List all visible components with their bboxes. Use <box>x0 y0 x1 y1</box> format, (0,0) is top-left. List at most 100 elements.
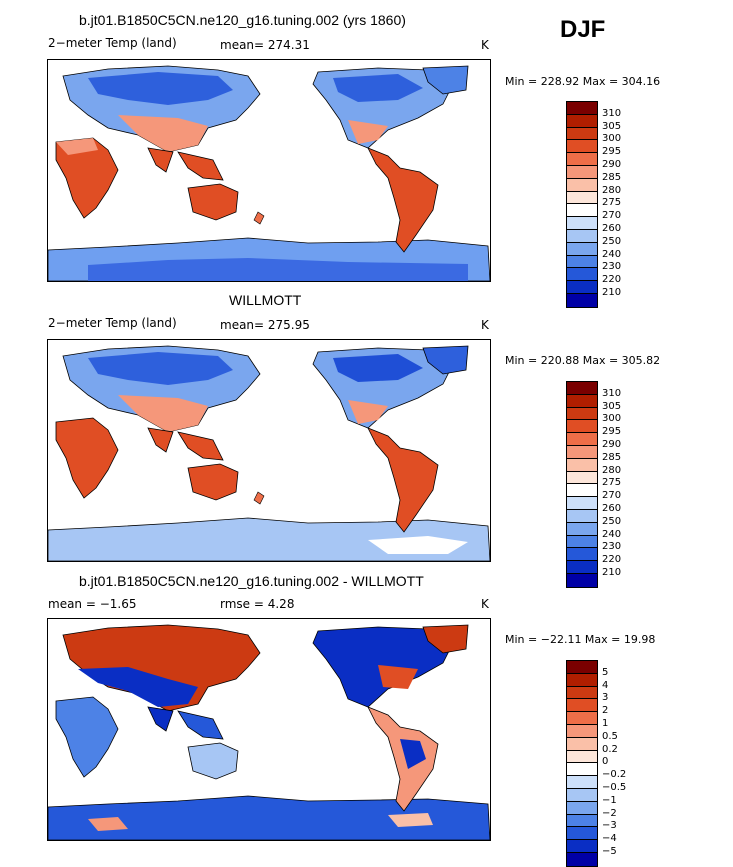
panel-1-units: K <box>481 38 489 52</box>
colorbar-tick-label: 305 <box>602 120 622 132</box>
colorbar-tick-label: 270 <box>602 210 622 222</box>
colorbar-tick-label: 0 <box>602 756 609 768</box>
colorbar-tick-label: 240 <box>602 248 622 260</box>
panel-2-mean-label: mean= 275.95 <box>220 318 310 332</box>
colorbar-tick-label: −0.2 <box>602 769 627 781</box>
colorbar-swatch <box>567 153 597 166</box>
colorbar-swatch <box>567 788 597 802</box>
colorbar-swatch <box>567 229 597 243</box>
colorbar-swatch <box>567 242 597 256</box>
colorbar-tick-label: 5 <box>602 666 609 678</box>
colorbar-tick-label: 0.5 <box>602 730 618 742</box>
colorbar-swatch <box>567 394 597 408</box>
colorbar-tick-label: 280 <box>602 464 622 476</box>
colorbar-tick-label: 280 <box>602 184 622 196</box>
colorbar-tick-label: −3 <box>602 820 617 832</box>
colorbar-tick-label: −2 <box>602 807 617 819</box>
colorbar-swatch <box>567 497 597 510</box>
panel-2-map <box>47 339 491 562</box>
panel-3-colorbar <box>566 660 598 867</box>
colorbar-tick-label: 310 <box>602 107 622 119</box>
colorbar-swatch <box>567 458 597 472</box>
colorbar-swatch <box>567 407 597 421</box>
panel-2-title: WILLMOTT <box>229 292 302 308</box>
colorbar-swatch <box>567 102 597 115</box>
panel-3-map-svg <box>48 624 490 840</box>
panel-1-variable-label: 2−meter Temp (land) <box>48 36 177 50</box>
colorbar-swatch <box>567 204 597 218</box>
panel-3-min-max: Min = −22.11 Max = 19.98 <box>505 633 656 646</box>
panel-2-map-svg <box>48 345 490 561</box>
panel-3-rmse-label: rmse = 4.28 <box>220 597 295 611</box>
colorbar-tick-label: 310 <box>602 387 622 399</box>
colorbar-tick-label: 240 <box>602 528 622 540</box>
colorbar-tick-label: 220 <box>602 554 622 566</box>
colorbar-tick-label: 210 <box>602 287 622 298</box>
colorbar-tick-label: 3 <box>602 692 609 704</box>
colorbar-swatch <box>567 140 597 154</box>
panel-2-units: K <box>481 318 489 332</box>
colorbar-tick-label: −4 <box>602 833 617 845</box>
colorbar-swatch <box>567 573 597 587</box>
colorbar-tick-label: −5 <box>602 846 617 857</box>
panel-1-mean-label: mean= 274.31 <box>220 38 310 52</box>
colorbar-swatch <box>567 852 597 866</box>
colorbar-tick-label: 250 <box>602 235 622 247</box>
colorbar-swatch <box>567 433 597 446</box>
colorbar-tick-label: 270 <box>602 490 622 502</box>
colorbar-swatch <box>567 763 597 777</box>
colorbar-swatch <box>567 217 597 230</box>
colorbar-swatch <box>567 561 597 574</box>
colorbar-tick-label: 260 <box>602 503 622 514</box>
colorbar-swatch <box>567 699 597 713</box>
colorbar-swatch <box>567 445 597 459</box>
colorbar-tick-label: 305 <box>602 400 622 412</box>
colorbar-tick-label: 260 <box>602 223 622 234</box>
colorbar-swatch <box>567 686 597 700</box>
colorbar-tick-label: 0.2 <box>602 743 618 755</box>
colorbar-swatch <box>567 673 597 687</box>
colorbar-swatch <box>567 840 597 853</box>
colorbar-tick-label: 300 <box>602 133 622 145</box>
panel-1-min-max: Min = 228.92 Max = 304.16 <box>505 75 661 88</box>
colorbar-swatch <box>567 750 597 764</box>
colorbar-tick-label: 295 <box>602 426 622 438</box>
panel-1-colorbar <box>566 101 598 308</box>
colorbar-tick-label: 275 <box>602 477 622 489</box>
panel-2-min-max: Min = 220.88 Max = 305.82 <box>505 354 661 367</box>
season-label: DJF <box>560 16 606 43</box>
colorbar-swatch <box>567 737 597 751</box>
colorbar-swatch <box>567 178 597 192</box>
colorbar-tick-label: 250 <box>602 515 622 527</box>
panel-3-title: b.jt01.B1850C5CN.ne120_g16.tuning.002 - … <box>79 573 424 589</box>
colorbar-tick-label: 285 <box>602 451 622 463</box>
colorbar-swatch <box>567 420 597 434</box>
colorbar-swatch <box>567 509 597 523</box>
colorbar-swatch <box>567 293 597 307</box>
colorbar-tick-label: 4 <box>602 679 609 691</box>
colorbar-swatch <box>567 712 597 725</box>
colorbar-tick-label: 2 <box>602 705 609 717</box>
colorbar-swatch <box>567 268 597 282</box>
colorbar-swatch <box>567 165 597 179</box>
colorbar-swatch <box>567 255 597 269</box>
colorbar-tick-label: 295 <box>602 146 622 158</box>
panel-3-mean-label: mean = −1.65 <box>48 597 137 611</box>
panel-1-title: b.jt01.B1850C5CN.ne120_g16.tuning.002 (y… <box>79 12 406 28</box>
colorbar-swatch <box>567 661 597 674</box>
colorbar-tick-label: 300 <box>602 413 622 425</box>
colorbar-swatch <box>567 724 597 738</box>
colorbar-tick-label: 1 <box>602 718 609 729</box>
panel-1-map-svg <box>48 65 490 281</box>
panel-2-colorbar <box>566 381 598 588</box>
colorbar-swatch <box>567 827 597 841</box>
colorbar-tick-label: 230 <box>602 261 622 273</box>
colorbar-swatch <box>567 191 597 205</box>
colorbar-swatch <box>567 522 597 536</box>
colorbar-tick-label: 210 <box>602 567 622 578</box>
colorbar-tick-label: 290 <box>602 439 622 450</box>
colorbar-swatch <box>567 548 597 562</box>
colorbar-tick-label: 220 <box>602 274 622 286</box>
colorbar-swatch <box>567 382 597 395</box>
panel-2-variable-label: 2−meter Temp (land) <box>48 316 177 330</box>
